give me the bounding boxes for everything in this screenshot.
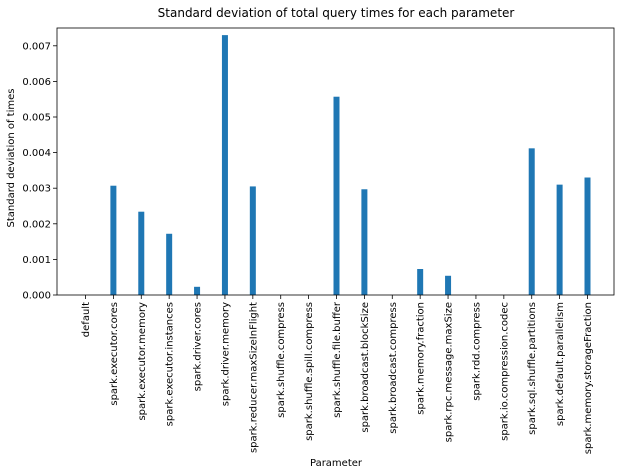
bar-spark-executor-cores: [110, 185, 117, 295]
x-tick-label: spark.sql.shuffle.partitions: [527, 302, 538, 435]
x-tick-label: spark.reducer.maxSizeInFlight: [248, 302, 259, 453]
y-axis-title: Standard deviation of times: [6, 89, 17, 228]
x-tick-label: spark.shuffle.compress: [276, 302, 287, 418]
bar-spark-memory-storageFraction: [584, 177, 591, 295]
y-tick-label: 0.003: [22, 184, 51, 195]
y-tick-label: 0.001: [22, 255, 51, 266]
bar-spark-memory-fraction: [417, 269, 424, 295]
x-axis-title: Parameter: [310, 458, 363, 469]
chart-title: Standard deviation of total query times …: [158, 6, 515, 20]
x-tick-label: spark.broadcast.compress: [388, 302, 399, 434]
x-tick-label: spark.memory.fraction: [416, 302, 427, 415]
x-tick-label: spark.memory.storageFraction: [583, 302, 594, 454]
y-tick-label: 0.006: [22, 77, 51, 88]
x-tick-label: spark.driver.memory: [220, 302, 231, 406]
y-axis: 0.000 0.001 0.002 0.003 0.004 0.005 0.006 0.007: [22, 41, 57, 302]
bar-spark-default-parallelism: [556, 184, 563, 295]
y-tick-label: 0.005: [22, 113, 51, 124]
x-tick-label: spark.rpc.message.maxSize: [444, 302, 455, 442]
bar-spark-shuffle-file-buffer: [333, 96, 340, 296]
y-tick-label: 0.002: [22, 219, 51, 230]
bar-spark-executor-memory: [138, 211, 145, 295]
plot-area: [56, 27, 615, 296]
bar-spark-broadcast-blockSize: [361, 189, 368, 295]
x-axis: default spark.executor.cores spark.executo…: [81, 295, 594, 454]
bar-spark-executor-instances: [166, 233, 173, 295]
x-tick-label: spark.broadcast.blockSize: [360, 302, 371, 433]
x-tick-label: spark.shuffle.spill.compress: [304, 302, 315, 441]
bar-spark-driver-cores: [194, 286, 201, 295]
x-tick-label: spark.rdd.compress: [471, 302, 482, 401]
x-tick-label: spark.executor.cores: [109, 302, 120, 406]
y-tick-label: 0.004: [22, 148, 51, 159]
x-tick-label: default: [81, 302, 92, 337]
y-tick-label: 0.000: [22, 291, 51, 302]
x-tick-label: spark.executor.instances: [165, 302, 176, 426]
x-tick-label: spark.executor.memory: [137, 302, 148, 421]
bar-spark-reducer-maxSizeInFlight: [249, 186, 256, 295]
x-tick-label: spark.driver.cores: [193, 302, 204, 391]
x-tick-label: spark.default.parallelism: [555, 302, 566, 426]
bar-spark-driver-memory: [221, 35, 228, 296]
x-tick-label: spark.io.compression.codec: [499, 302, 510, 441]
bar-spark-sql-shuffle-partitions: [528, 148, 535, 295]
x-tick-label: spark.shuffle.file.buffer: [332, 301, 343, 418]
bar-spark-rpc-message-maxSize: [445, 275, 452, 295]
y-tick-label: 0.007: [22, 41, 51, 52]
plot-frame: [56, 27, 615, 296]
